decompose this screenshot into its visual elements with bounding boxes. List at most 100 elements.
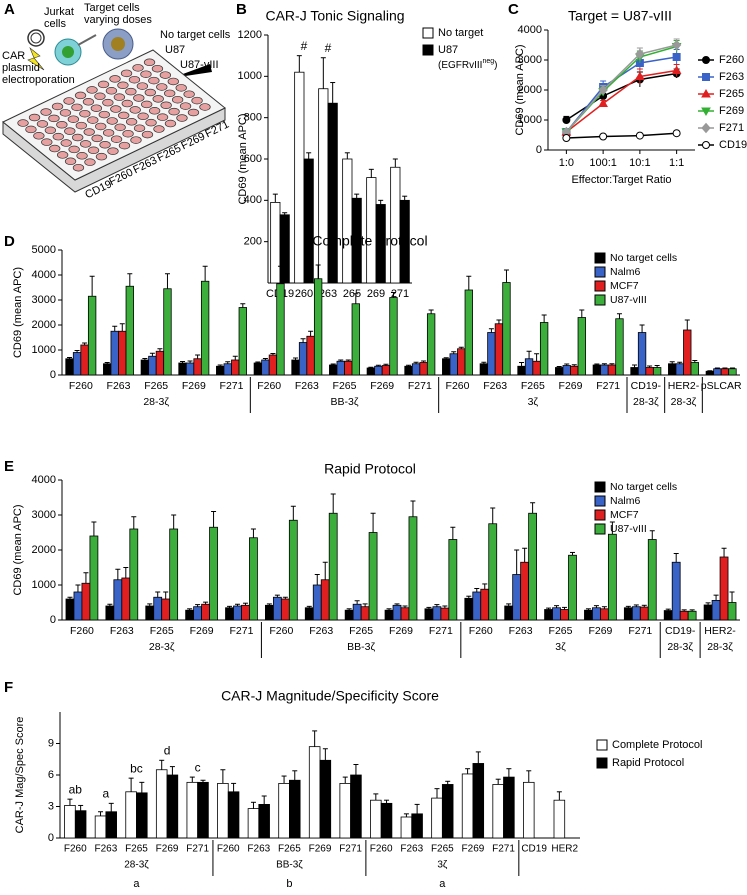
- bar: [400, 607, 410, 621]
- bar: [253, 362, 263, 376]
- y-tick-label: 4000: [518, 24, 542, 36]
- marker: [635, 131, 644, 140]
- bar: [312, 584, 322, 621]
- well: [130, 136, 142, 144]
- bar: [512, 574, 522, 621]
- y-axis-label: CD69 (mean APC): [237, 113, 249, 204]
- well: [167, 77, 179, 86]
- diagram-label: Jurkat: [44, 6, 74, 18]
- well: [86, 86, 98, 94]
- bar: [81, 582, 91, 621]
- bar: [366, 177, 377, 284]
- x-tick-label: F271: [230, 625, 254, 637]
- legend-label: Nalm6: [610, 266, 641, 278]
- x-tick-label: F271: [596, 380, 620, 392]
- x-tick-label: F265: [125, 844, 148, 855]
- group-label: BB-3ζ: [331, 396, 359, 408]
- legend-swatch: [594, 294, 606, 306]
- x-tick-label: F263: [509, 625, 533, 637]
- bar: [105, 605, 115, 621]
- bar: [87, 295, 97, 376]
- well: [82, 98, 95, 106]
- bar: [368, 532, 378, 621]
- y-axis-label: CAR-J Mag/Spec Score: [14, 717, 26, 834]
- bar: [683, 329, 692, 376]
- well: [97, 80, 110, 89]
- x-tick-label: F265: [278, 844, 301, 855]
- marker: [562, 134, 571, 142]
- well: [63, 97, 75, 105]
- legend-swatch: [596, 757, 608, 769]
- well: [87, 146, 100, 155]
- well: [33, 132, 45, 140]
- bar: [153, 596, 163, 621]
- bar: [419, 362, 428, 376]
- panel-label: A: [4, 1, 15, 18]
- legend-label: neg: [482, 58, 494, 65]
- group-label: 3ζ: [437, 860, 448, 871]
- x-tick-label: F269: [190, 625, 214, 637]
- bar: [186, 781, 199, 839]
- bar: [313, 278, 323, 376]
- bar: [169, 528, 179, 621]
- group-label: BB-3ζ: [347, 641, 375, 653]
- bar: [113, 579, 123, 621]
- bar: [384, 609, 394, 621]
- well: [68, 145, 80, 154]
- bar: [136, 792, 148, 839]
- well: [95, 122, 107, 131]
- well: [106, 117, 118, 125]
- well: [87, 116, 99, 124]
- x-tick-label: F269: [588, 625, 612, 637]
- well: [151, 64, 164, 73]
- legend-swatch: [594, 266, 606, 278]
- x-tick-label: F263: [309, 625, 333, 637]
- well: [176, 114, 188, 122]
- legend-label: MCF7: [610, 280, 639, 292]
- bar: [488, 523, 498, 621]
- bar: [544, 609, 553, 621]
- x-tick-label: F269: [182, 380, 206, 392]
- well: [191, 96, 203, 105]
- bar: [703, 604, 713, 621]
- y-tick-label: 1000: [32, 344, 56, 356]
- bar: [570, 365, 579, 376]
- jurkat-icon: [30, 32, 42, 44]
- group-label: 28-3ζ: [707, 641, 733, 653]
- bar: [272, 596, 282, 621]
- marker: [702, 56, 710, 64]
- legend-swatch: [596, 739, 608, 751]
- marker: [701, 122, 711, 134]
- bar: [711, 600, 721, 621]
- x-tick-label: F269: [309, 844, 332, 855]
- group-label: 28-3ζ: [143, 396, 169, 408]
- x-axis-label: Effector:Target Ratio: [571, 174, 671, 186]
- bar: [432, 606, 442, 621]
- bar: [504, 605, 514, 621]
- x-tick-label: CD19-: [631, 380, 662, 392]
- legend-label: Nalm6: [610, 495, 641, 507]
- bar: [166, 774, 179, 839]
- well: [36, 120, 49, 128]
- bar: [201, 603, 210, 621]
- bar: [560, 609, 569, 621]
- bar: [72, 352, 82, 376]
- diagram-label: plasmid: [2, 62, 40, 74]
- line: [565, 69, 677, 133]
- bar: [517, 365, 526, 376]
- bar: [600, 608, 609, 621]
- y-tick-label: 3000: [32, 509, 56, 521]
- well: [148, 76, 160, 85]
- well: [121, 99, 133, 108]
- x-tick-label: 1:1: [669, 157, 684, 169]
- bar: [663, 610, 673, 621]
- well: [44, 126, 57, 135]
- well: [160, 101, 172, 109]
- bar: [247, 808, 260, 839]
- group-label: 28-3ζ: [149, 641, 175, 653]
- bar: [411, 363, 421, 376]
- bar: [553, 799, 566, 839]
- well: [56, 151, 69, 159]
- bar: [118, 330, 127, 376]
- bar: [233, 605, 242, 621]
